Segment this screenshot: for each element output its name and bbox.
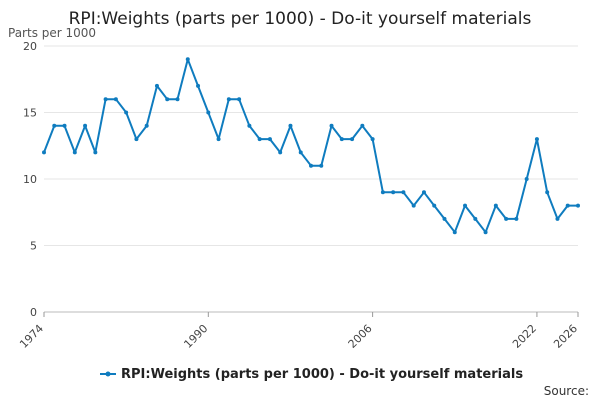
data-point-2007: [380, 190, 385, 195]
data-point-1997: [278, 150, 283, 155]
data-point-2011: [421, 190, 426, 195]
data-point-1987: [175, 97, 180, 102]
x-axis: 1974 1990 2006 2022 2026: [17, 312, 580, 351]
series-line-0: [43, 58, 578, 234]
data-point-1977: [72, 150, 77, 155]
data-point-2006: [370, 137, 375, 142]
y-tick-label-20: 20: [23, 40, 37, 53]
chart-title: RPI:Weights (parts per 1000) - Do-it you…: [69, 9, 532, 29]
data-point-2012: [432, 203, 437, 208]
x-tick-label-1990: 1990: [181, 322, 210, 351]
data-point-2024: [555, 216, 560, 221]
data-point-2009: [401, 190, 406, 195]
data-point-1976: [62, 123, 67, 128]
data-point-2005: [360, 123, 365, 128]
data-point-1988: [185, 57, 190, 62]
data-point-2015: [463, 203, 468, 208]
data-point-1975: [52, 123, 57, 128]
data-point-2019: [504, 216, 509, 221]
data-point-1979: [93, 150, 98, 155]
data-point-1998: [288, 123, 293, 128]
data-point-2016: [473, 216, 478, 221]
data-point-2023: [545, 190, 550, 195]
data-point-1992: [226, 97, 231, 102]
data-point-2013: [442, 216, 447, 221]
data-point-1980: [103, 97, 108, 102]
x-tick-label-2026: 2026: [551, 322, 580, 351]
data-point-1999: [298, 150, 303, 155]
data-point-1993: [237, 97, 242, 102]
data-point-2004: [350, 137, 355, 142]
data-point-2001: [319, 163, 324, 168]
data-point-1985: [154, 83, 159, 88]
data-point-1982: [124, 110, 129, 115]
data-point-1981: [113, 97, 118, 102]
y-axis-ticks: 0 5 10 15 20: [23, 40, 37, 319]
data-point-1991: [216, 137, 221, 142]
data-point-2000: [309, 163, 313, 168]
data-point-1978: [83, 123, 88, 128]
data-point-2022: [534, 137, 539, 142]
data-point-2026: [576, 203, 580, 208]
data-point-1983: [134, 137, 139, 142]
legend-label: RPI:Weights (parts per 1000) - Do-it you…: [121, 367, 523, 382]
data-point-1986: [165, 97, 170, 102]
data-point-2025: [565, 203, 570, 208]
y-tick-label-15: 15: [23, 107, 37, 120]
series-group: [42, 57, 580, 235]
data-point-1995: [257, 137, 262, 142]
data-point-2003: [339, 137, 344, 142]
data-point-1994: [247, 123, 252, 128]
data-point-1984: [144, 123, 149, 128]
source-label: Source:: [544, 384, 589, 398]
y-axis-label: Parts per 1000: [8, 26, 96, 40]
legend[interactable]: RPI:Weights (parts per 1000) - Do-it you…: [100, 367, 523, 382]
legend-swatch-marker: [105, 371, 111, 377]
data-point-2002: [329, 123, 334, 128]
data-point-2021: [524, 177, 529, 181]
data-point-1989: [196, 83, 201, 88]
gridlines: [44, 45, 578, 313]
data-point-1974: [42, 150, 46, 155]
y-tick-label-10: 10: [23, 173, 37, 186]
data-point-2018: [493, 203, 498, 208]
y-tick-label-0: 0: [30, 306, 37, 319]
x-tick-label-2022: 2022: [510, 322, 539, 351]
data-point-2020: [514, 216, 519, 221]
data-point-2014: [452, 230, 457, 235]
data-point-2017: [483, 230, 488, 235]
data-point-2008: [391, 190, 396, 195]
data-point-2010: [411, 203, 416, 208]
x-tick-label-1974: 1974: [17, 322, 46, 351]
x-tick-label-2006: 2006: [346, 322, 375, 351]
y-tick-label-5: 5: [30, 240, 37, 253]
data-point-1996: [267, 137, 272, 142]
data-point-1990: [206, 110, 211, 115]
